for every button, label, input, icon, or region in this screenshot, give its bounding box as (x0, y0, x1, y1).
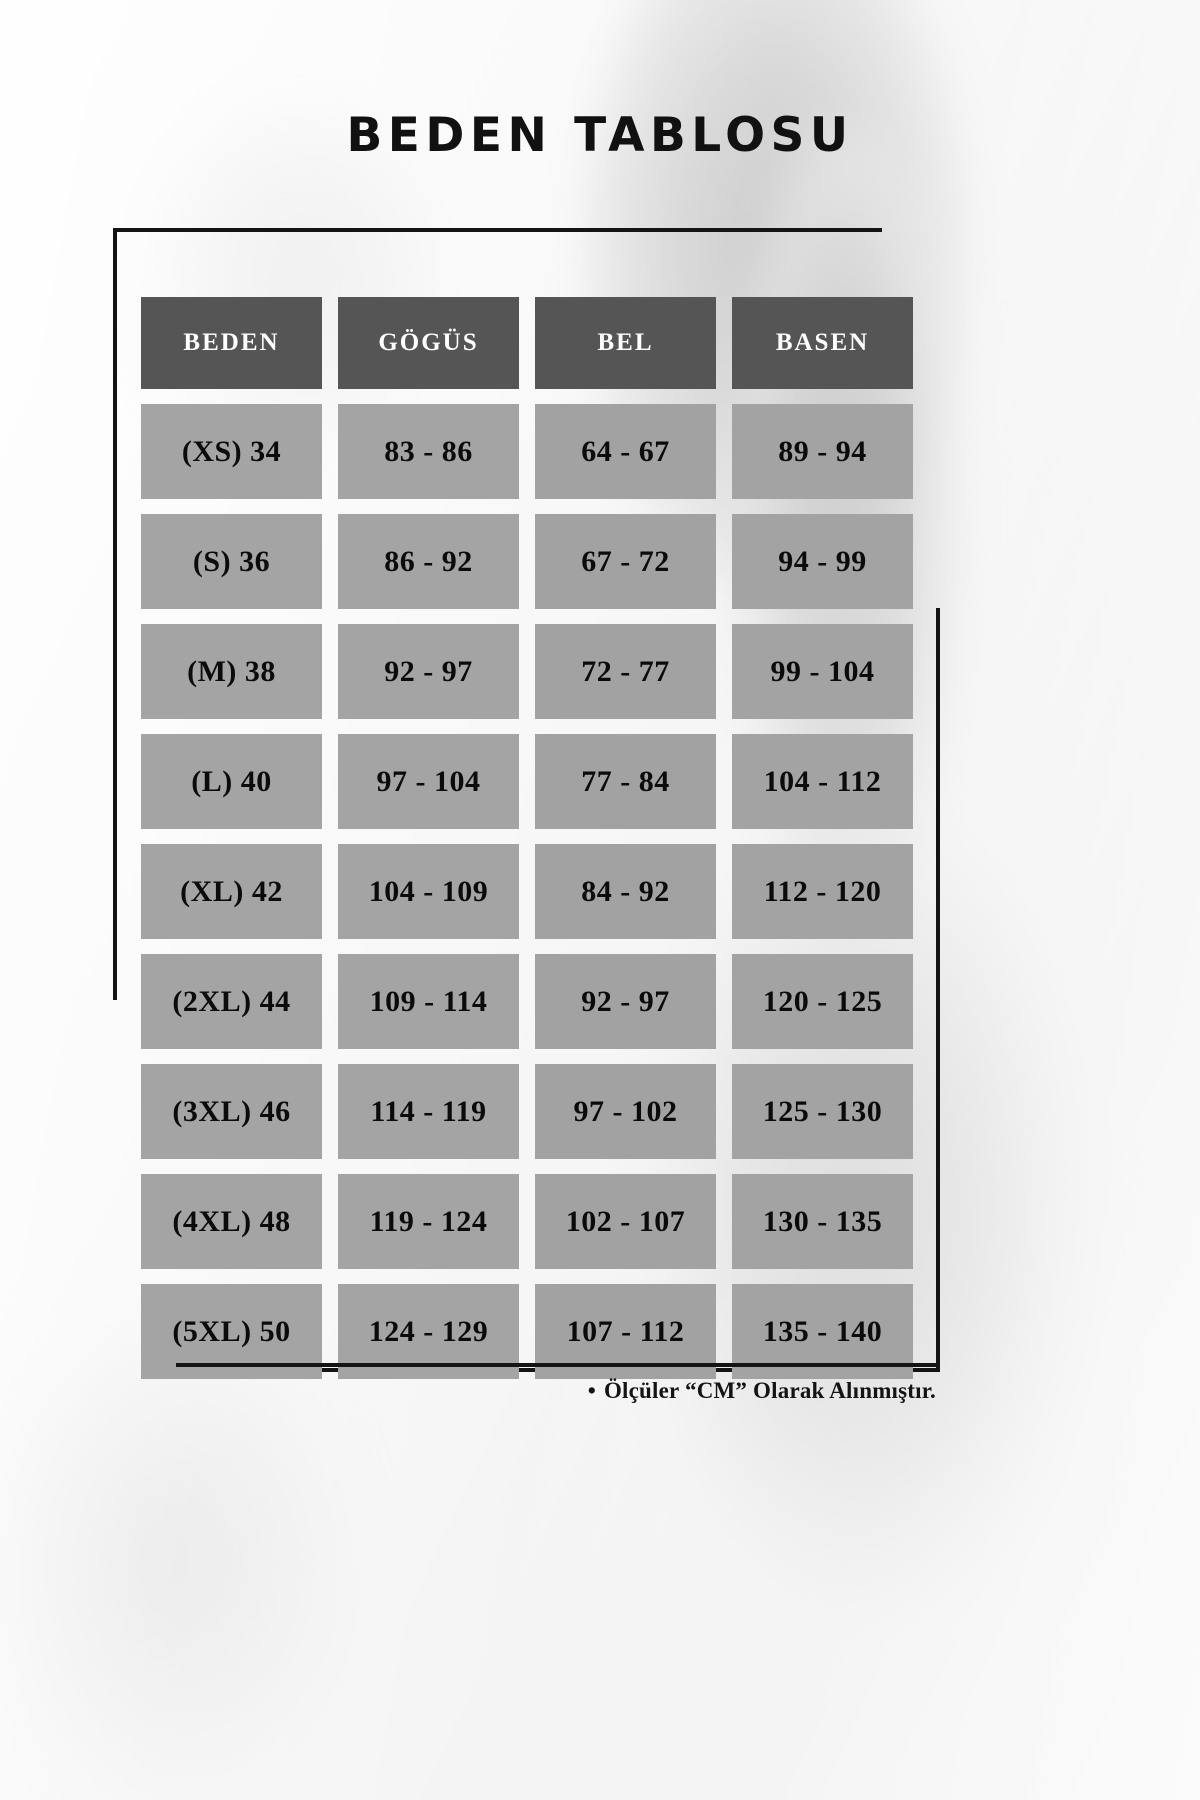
table-row: (4XL) 48 119 - 124 102 - 107 130 - 135 (141, 1174, 913, 1269)
cell-size: (3XL) 46 (141, 1064, 322, 1159)
cell-waist: 97 - 102 (535, 1064, 716, 1159)
cell-size: (2XL) 44 (141, 954, 322, 1049)
cell-chest: 97 - 104 (338, 734, 519, 829)
cell-waist: 64 - 67 (535, 404, 716, 499)
bullet-icon: • (587, 1378, 596, 1403)
footnote: • Ölçüler “CM” Olarak Alınmıştır. (176, 1378, 936, 1404)
cell-chest: 92 - 97 (338, 624, 519, 719)
cell-chest: 119 - 124 (338, 1174, 519, 1269)
column-header-beden: BEDEN (141, 297, 322, 389)
column-header-gogus: GÖGÜS (338, 297, 519, 389)
cell-hip: 89 - 94 (732, 404, 913, 499)
cell-hip: 120 - 125 (732, 954, 913, 1049)
column-header-bel: BEL (535, 297, 716, 389)
table-row: (L) 40 97 - 104 77 - 84 104 - 112 (141, 734, 913, 829)
cell-waist: 84 - 92 (535, 844, 716, 939)
cell-waist: 77 - 84 (535, 734, 716, 829)
cell-waist: 92 - 97 (535, 954, 716, 1049)
cell-hip: 125 - 130 (732, 1064, 913, 1159)
cell-chest: 83 - 86 (338, 404, 519, 499)
footnote-text: Ölçüler “CM” Olarak Alınmıştır. (603, 1378, 936, 1403)
cell-chest: 86 - 92 (338, 514, 519, 609)
cell-waist: 67 - 72 (535, 514, 716, 609)
size-table: BEDEN GÖGÜS BEL BASEN (XS) 34 83 - 86 64… (141, 297, 913, 1394)
table-row: (XS) 34 83 - 86 64 - 67 89 - 94 (141, 404, 913, 499)
cell-hip: 104 - 112 (732, 734, 913, 829)
page-title: BEDEN TABLOSU (346, 108, 854, 163)
cell-hip: 112 - 120 (732, 844, 913, 939)
cell-chest: 109 - 114 (338, 954, 519, 1049)
footer-divider (176, 1363, 936, 1367)
cell-chest: 104 - 109 (338, 844, 519, 939)
cell-hip: 94 - 99 (732, 514, 913, 609)
table-row: (3XL) 46 114 - 119 97 - 102 125 - 130 (141, 1064, 913, 1159)
cell-size: (L) 40 (141, 734, 322, 829)
cell-size: (M) 38 (141, 624, 322, 719)
table-row: (2XL) 44 109 - 114 92 - 97 120 - 125 (141, 954, 913, 1049)
cell-size: (4XL) 48 (141, 1174, 322, 1269)
table-row: (S) 36 86 - 92 67 - 72 94 - 99 (141, 514, 913, 609)
table-row: (XL) 42 104 - 109 84 - 92 112 - 120 (141, 844, 913, 939)
cell-waist: 72 - 77 (535, 624, 716, 719)
cell-hip: 99 - 104 (732, 624, 913, 719)
cell-size: (XS) 34 (141, 404, 322, 499)
cell-hip: 130 - 135 (732, 1174, 913, 1269)
column-header-basen: BASEN (732, 297, 913, 389)
cell-chest: 114 - 119 (338, 1064, 519, 1159)
decorative-bracket-top-left (113, 228, 882, 1000)
cell-size: (XL) 42 (141, 844, 322, 939)
table-row: (M) 38 92 - 97 72 - 77 99 - 104 (141, 624, 913, 719)
cell-waist: 102 - 107 (535, 1174, 716, 1269)
cell-size: (S) 36 (141, 514, 322, 609)
table-header-row: BEDEN GÖGÜS BEL BASEN (141, 297, 913, 389)
